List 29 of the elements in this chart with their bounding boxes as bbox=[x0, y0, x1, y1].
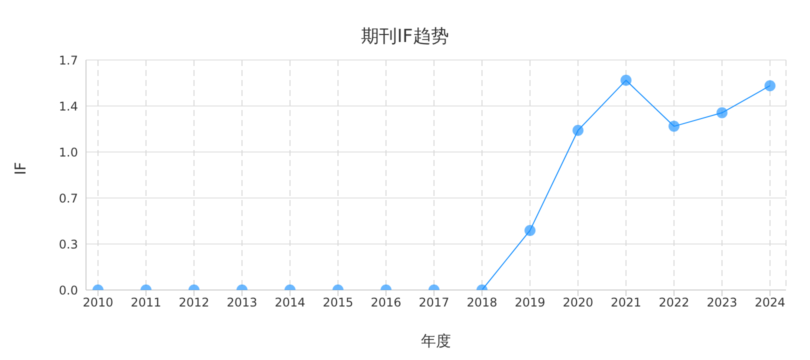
y-axis-title: IF bbox=[11, 162, 30, 175]
x-tick-label: 2018 bbox=[466, 296, 498, 310]
y-tick-label: 1.7 bbox=[58, 53, 78, 68]
chart-title: 期刊IF趋势 bbox=[360, 25, 450, 48]
x-tick-label: 2019 bbox=[514, 296, 546, 310]
x-tick-label: 2020 bbox=[562, 296, 594, 310]
x-tick-label: 2011 bbox=[130, 296, 162, 310]
y-tick-label: 1.0 bbox=[58, 145, 78, 160]
x-tick-label: 2022 bbox=[658, 296, 690, 310]
point bbox=[668, 120, 680, 132]
x-tick-label: 2015 bbox=[322, 296, 354, 310]
x-tick-label: 2014 bbox=[274, 296, 306, 310]
point bbox=[620, 74, 632, 86]
y-tick-label: 0.7 bbox=[58, 191, 78, 206]
x-tick-label: 2023 bbox=[706, 296, 738, 310]
x-tick-label: 2017 bbox=[418, 296, 450, 310]
x-tick-label: 2024 bbox=[754, 296, 786, 310]
x-tick-label: 2016 bbox=[370, 296, 402, 310]
x-tick-label: 2010 bbox=[82, 296, 114, 310]
x-axis-title: 年度 bbox=[421, 332, 451, 350]
x-tick-label: 2012 bbox=[178, 296, 210, 310]
x-tick-label: 2021 bbox=[610, 296, 642, 310]
y-tick-label: 1.4 bbox=[58, 99, 78, 114]
point bbox=[572, 124, 584, 136]
y-tick-label: 0.0 bbox=[58, 283, 78, 298]
point bbox=[764, 80, 776, 92]
x-tick-label: 2013 bbox=[226, 296, 258, 310]
y-tick-label: 0.3 bbox=[58, 237, 78, 252]
point bbox=[716, 107, 728, 118]
